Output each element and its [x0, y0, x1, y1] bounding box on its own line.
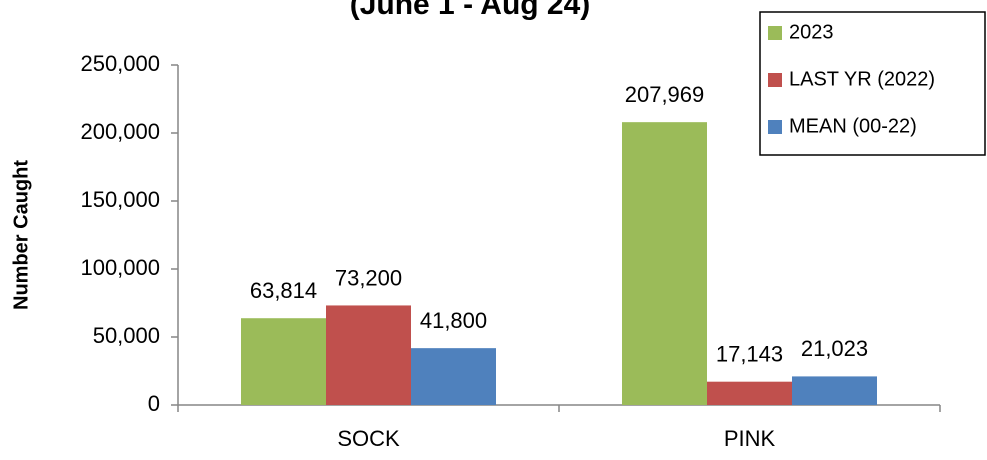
- y-tick-label: 200,000: [80, 119, 160, 144]
- bar: [411, 348, 496, 405]
- bar: [241, 318, 326, 405]
- bar: [622, 122, 707, 405]
- y-tick-label: 150,000: [80, 187, 160, 212]
- bar: [326, 305, 411, 405]
- x-tick-label: SOCK: [337, 426, 400, 451]
- legend-label: 2023: [789, 21, 834, 43]
- legend-swatch: [768, 26, 782, 40]
- legend-swatch: [768, 73, 782, 87]
- y-axis-label: Number Caught: [10, 160, 32, 310]
- legend-label: MEAN (00-22): [789, 115, 917, 137]
- y-tick-label: 250,000: [80, 51, 160, 76]
- y-tick-label: 0: [148, 391, 160, 416]
- bar: [792, 376, 877, 405]
- y-tick-label: 50,000: [93, 323, 160, 348]
- legend-label: LAST YR (2022): [789, 68, 935, 90]
- value-label: 21,023: [801, 336, 868, 361]
- value-label: 17,143: [716, 341, 783, 366]
- value-label: 73,200: [335, 265, 402, 290]
- value-label: 41,800: [420, 308, 487, 333]
- x-tick-label: PINK: [724, 426, 776, 451]
- legend-box: [759, 11, 986, 156]
- chart-title: (June 1 - Aug 24): [350, 0, 591, 21]
- value-label: 207,969: [625, 82, 705, 107]
- legend-swatch: [768, 120, 782, 134]
- bar: [707, 381, 792, 405]
- value-label: 63,814: [250, 278, 317, 303]
- y-tick-label: 100,000: [80, 255, 160, 280]
